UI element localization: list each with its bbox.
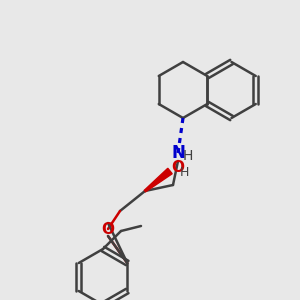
Text: N: N	[171, 144, 185, 162]
Text: H: H	[179, 167, 189, 179]
Text: H: H	[183, 149, 193, 163]
Polygon shape	[144, 168, 172, 192]
Text: O: O	[172, 160, 184, 175]
Text: O: O	[101, 221, 115, 236]
